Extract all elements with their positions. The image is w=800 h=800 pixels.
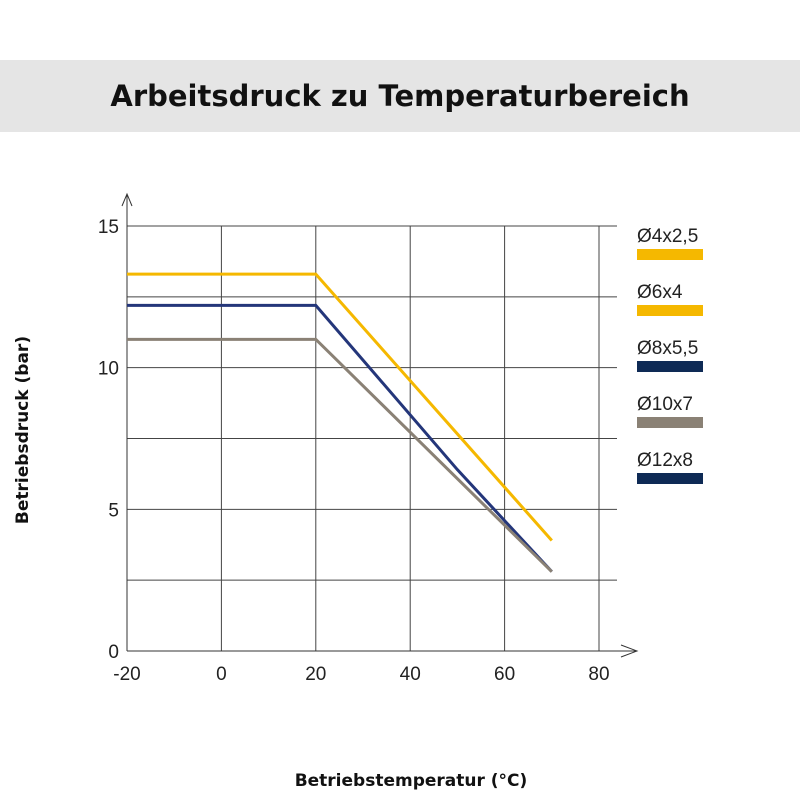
legend-swatch [637, 249, 703, 260]
legend-label: Ø12x8 [637, 450, 693, 471]
legend-label: Ø10x7 [637, 394, 693, 415]
x-tick-label: 40 [400, 664, 421, 685]
y-axis-label: Betriebsdruck (bar) [13, 336, 33, 524]
x-tick-label: 20 [305, 664, 326, 685]
y-tick-label: 5 [108, 500, 119, 521]
x-axis-label: Betriebstemperatur (°C) [295, 771, 528, 791]
x-tick-label: 0 [216, 664, 227, 685]
y-tick-label: 15 [98, 217, 119, 238]
y-tick-label: 0 [108, 642, 119, 663]
series-lines [127, 272, 553, 573]
series-line [127, 337, 553, 573]
y-tick-label: 10 [98, 359, 119, 380]
grid [127, 225, 617, 651]
x-axis-arrow [620, 644, 639, 658]
x-tick-label: -20 [113, 664, 140, 685]
legend-swatch [637, 305, 703, 316]
chart-title: Arbeitsdruck zu Temperaturbereich [110, 79, 690, 113]
x-tick-label: 80 [588, 664, 609, 685]
legend-label: Ø8x5,5 [637, 338, 698, 359]
title-bar: Arbeitsdruck zu Temperaturbereich [0, 60, 800, 132]
legend-swatch [637, 361, 703, 372]
legend-swatch [637, 417, 703, 428]
legend: Ø4x2,5 Ø6x4 Ø8x5,5 Ø10x7 Ø12x8 [637, 226, 703, 484]
axes [121, 192, 639, 658]
legend-swatch [637, 473, 703, 484]
series-line [127, 272, 553, 542]
legend-label: Ø6x4 [637, 282, 683, 303]
x-tick-label: 60 [494, 664, 515, 685]
legend-label: Ø4x2,5 [637, 226, 698, 247]
y-axis-arrow [121, 192, 133, 207]
series-line [127, 303, 553, 573]
